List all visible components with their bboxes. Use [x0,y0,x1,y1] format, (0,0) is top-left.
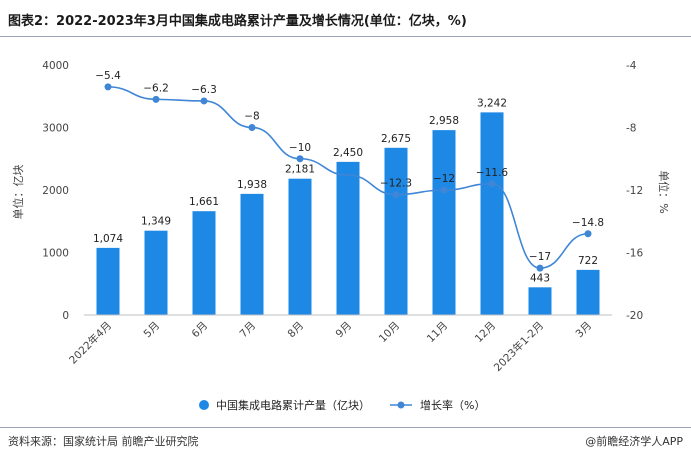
x-tick-5: 9月 [333,320,354,341]
line-label-4: −10 [289,142,311,154]
legend-bar-label: 中国集成电路累计产量（亿块） [216,398,370,412]
left-tick-4: 4000 [42,60,69,72]
x-tick-8: 12月 [473,320,498,345]
line-label-1: −6.2 [143,82,169,94]
bar-0 [96,247,120,315]
line-label-8: −11.6 [476,167,508,179]
bar-9 [528,287,552,315]
chart-title: 图表2：2022-2023年3月中国集成电路累计产量及增长情况(单位：亿块，%) [8,14,467,29]
bar-6 [384,147,408,315]
line-label-3: −8 [244,111,259,123]
x-tick-3: 7月 [237,320,258,341]
bar-label-10: 722 [578,255,598,267]
right-tick-3: -8 [626,123,636,135]
line-point-4 [296,155,304,163]
bar-2 [192,211,216,315]
legend-bar-marker [199,400,209,410]
legend-line-label: 增长率（%） [420,398,485,412]
left-axis-ticks: 0 1000 2000 3000 4000 [42,60,69,322]
bar-label-5: 2,450 [333,147,363,159]
x-tick-2: 6月 [189,320,210,341]
line-label-7: −12 [433,173,455,185]
line-point-9 [536,264,544,272]
line-label-9: −17 [529,251,551,263]
bar-labels: 1,074 1,349 1,661 1,938 2,181 2,450 2,675 2,958… [93,97,598,284]
legend: 中国集成电路累计产量（亿块） 增长率（%） [199,398,485,412]
bar-label-6: 2,675 [381,133,411,145]
right-axis-ticks: -20 -16 -12 -8 -4 [626,60,643,322]
right-tick-1: -16 [626,248,643,260]
line-point-10 [584,230,592,238]
x-tick-9: 2023年1-2月 [491,319,546,374]
line-labels: −5.4 −6.2 −6.3 −8 −10 −12.3 −12 −11.6 −17 −14.8 [95,70,604,263]
line-point-2 [200,97,208,105]
bar-label-1: 1,349 [141,216,171,228]
y-axis-label-right: 单位：% [657,170,671,213]
right-tick-4: -4 [626,60,637,72]
brand-credit: @前瞻经济学人APP [585,435,683,448]
bar-series [96,112,600,315]
left-tick-2: 2000 [42,185,69,197]
bar-8 [480,112,504,315]
right-tick-2: -12 [626,185,643,197]
left-tick-0: 0 [62,310,69,322]
line-label-6: −12.3 [380,178,412,190]
x-tick-0: 2022年4月 [66,319,114,367]
growth-rate-line [107,86,589,269]
line-label-0: −5.4 [95,70,121,82]
x-tick-1: 5月 [141,320,162,341]
right-tick-0: -20 [626,310,643,322]
line-label-2: −6.3 [191,84,217,96]
x-tick-4: 8月 [285,320,306,341]
x-tick-7: 11月 [425,320,450,345]
x-tick-10: 3月 [573,320,594,341]
y-axis-label-left: 单位：亿块 [11,165,25,220]
left-tick-1: 1000 [42,248,69,260]
bar-label-3: 1,938 [237,179,267,191]
left-tick-3: 3000 [42,123,69,135]
line-point-0 [104,83,112,91]
line-point-7 [440,186,448,194]
bar-3 [240,193,264,315]
bar-label-2: 1,661 [189,196,219,208]
line-point-3 [248,124,256,131]
bar-10 [576,269,600,315]
bar-7 [432,130,456,315]
title-divider [0,36,691,37]
footer-divider [0,427,691,428]
bar-label-4: 2,181 [285,164,315,176]
line-point-1 [152,95,160,103]
source-note: 资料来源：国家统计局 前瞻产业研究院 [8,435,199,448]
bar-label-0: 1,074 [93,233,123,245]
bar-1 [144,230,168,315]
bar-5 [336,161,360,315]
legend-line-marker-dot [397,401,405,409]
bar-4 [288,178,312,315]
bar-label-7: 2,958 [429,115,459,127]
line-label-10: −14.8 [572,217,604,229]
x-tick-6: 10月 [377,320,402,345]
bar-label-9: 443 [530,272,550,284]
bar-label-8: 3,242 [477,97,507,109]
line-series [104,83,592,272]
line-point-8 [488,180,496,188]
line-point-6 [392,191,400,199]
